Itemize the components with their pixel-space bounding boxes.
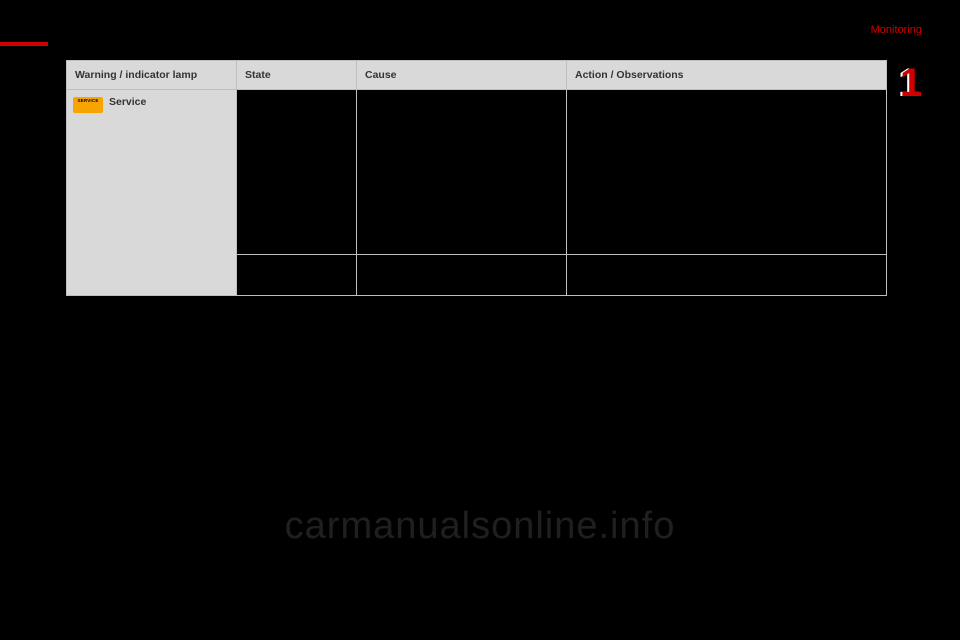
col-lamp: Warning / indicator lamp: [67, 61, 237, 90]
table-row: Service on temporarily. A minor fault ha…: [67, 90, 887, 255]
list-item: saturation of the particle emission filt…: [575, 170, 878, 194]
cell-state: on temporarily.: [237, 90, 357, 255]
list-item: discharged remote control battery,: [575, 142, 878, 154]
col-action: Action / Observations: [567, 61, 887, 90]
table-header-row: Warning / indicator lamp State Cause Act…: [67, 61, 887, 90]
side-tab: [0, 42, 48, 46]
lamp-label: Service: [109, 96, 146, 108]
action-intro: Identify the fault by means of the assoc…: [575, 98, 878, 110]
chapter-badge: 1 1: [894, 60, 926, 106]
action-tail: For more information on the PEF, refer t…: [575, 198, 878, 222]
watermark: carmanualsonline.info: [0, 505, 960, 548]
list-item: low engine oil level,: [575, 114, 878, 126]
cell-state: fixed.: [237, 255, 357, 296]
cell-action: Identify the fault by reading the messag…: [567, 255, 887, 296]
cell-cause: A minor fault has occurred for which the…: [357, 90, 567, 255]
section-header: Monitoring: [871, 24, 922, 36]
cell-cause: A major fault has occurred for which the…: [357, 255, 567, 296]
content-area: Warning / indicator lamp State Cause Act…: [66, 60, 886, 296]
action-list: low engine oil level, low screenwash/hea…: [575, 114, 878, 194]
list-item: low screenwash/headlamp wash fluid level…: [575, 128, 878, 140]
action-tail: For any other faults, contact a PEUGEOT …: [575, 222, 878, 246]
list-item: low tyre pressures,: [575, 156, 878, 168]
col-cause: Cause: [357, 61, 567, 90]
cell-lamp: Service: [67, 90, 237, 296]
svg-text:1: 1: [900, 61, 922, 105]
cell-action: Identify the fault by means of the assoc…: [567, 90, 887, 255]
warning-table: Warning / indicator lamp State Cause Act…: [66, 60, 887, 296]
col-state: State: [237, 61, 357, 90]
service-lamp-icon: [73, 97, 103, 113]
